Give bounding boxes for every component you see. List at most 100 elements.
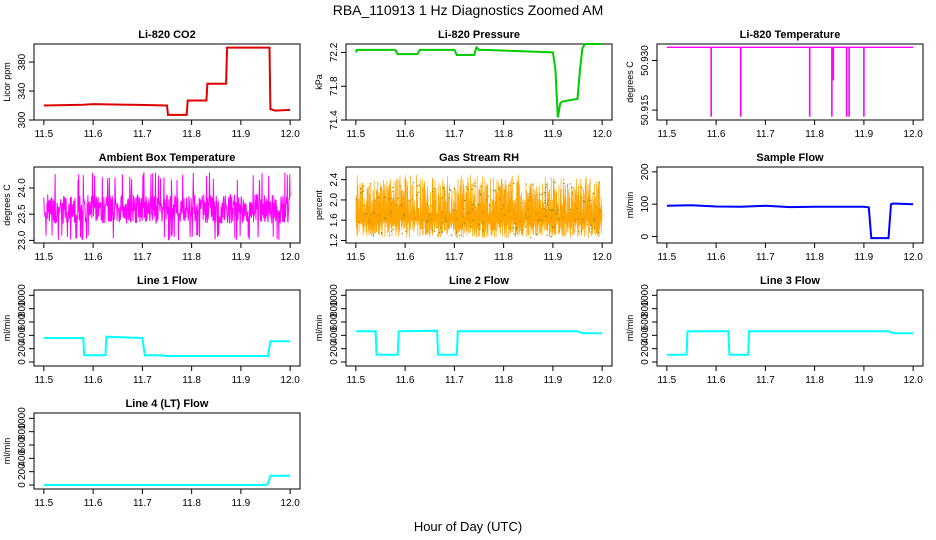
x-tick-label: 11.9 <box>855 375 874 386</box>
x-tick-label: 11.5 <box>34 129 53 140</box>
data-point <box>550 236 553 238</box>
x-tick-label: 12.0 <box>280 129 300 140</box>
data-point <box>498 187 500 189</box>
data-point <box>416 194 418 196</box>
x-tick-label: 11.7 <box>445 129 464 140</box>
x-tick-label: 11.5 <box>34 375 53 386</box>
panel-title: Line 2 Flow <box>449 275 509 287</box>
data-point <box>577 230 579 232</box>
data-point <box>442 187 444 189</box>
data-point <box>392 228 395 230</box>
y-tick-label: 600 <box>17 313 28 330</box>
data-point <box>482 230 484 232</box>
data-point <box>472 219 474 222</box>
x-tick-label: 11.8 <box>805 375 824 386</box>
y-axis-label: Licor ppm <box>2 62 12 102</box>
y-tick-label: 72.2 <box>329 42 340 62</box>
data-point <box>411 198 413 200</box>
x-tick-label: 11.9 <box>544 375 563 386</box>
data-point <box>482 222 484 224</box>
y-tick-label: 1.6 <box>329 213 340 227</box>
data-point <box>381 233 383 235</box>
y-tick-label: 0 <box>17 359 28 365</box>
data-point <box>592 192 595 195</box>
data-point <box>555 210 558 213</box>
plot-frame <box>345 289 613 367</box>
data-point <box>569 183 571 185</box>
y-tick-label: 1000 <box>17 407 28 430</box>
data-point <box>504 214 506 216</box>
data-point <box>532 183 534 185</box>
data-point <box>569 208 572 211</box>
data-point <box>595 205 598 208</box>
data-point <box>362 204 365 207</box>
data-point <box>598 181 600 184</box>
data-point <box>477 203 480 206</box>
x-tick-label: 11.8 <box>494 252 513 263</box>
plot-frame <box>656 289 924 367</box>
data-point <box>545 209 547 211</box>
x-tick-label: 11.8 <box>182 129 201 140</box>
data-point <box>368 219 370 221</box>
x-tick-label: 11.5 <box>346 375 365 386</box>
plot-frame <box>656 43 924 121</box>
data-point <box>378 221 380 223</box>
x-tick-label: 11.6 <box>84 129 103 140</box>
data-point <box>441 210 443 213</box>
data-point <box>543 202 546 204</box>
data-point <box>450 189 452 192</box>
data-point <box>545 183 548 186</box>
data-point <box>455 231 458 233</box>
y-axis-label: ml/min <box>625 315 635 342</box>
x-tick-label: 11.6 <box>84 498 103 509</box>
series-line <box>43 172 291 241</box>
x-tick-label: 11.5 <box>657 252 676 263</box>
x-tick-label: 11.8 <box>805 129 824 140</box>
data-point <box>541 219 543 221</box>
y-axis-label: ml/min <box>2 438 12 465</box>
data-point <box>586 224 588 226</box>
data-point <box>366 213 369 215</box>
data-point <box>392 190 394 193</box>
y-axis-label: kPa <box>314 74 324 90</box>
data-point <box>388 198 390 200</box>
y-tick-label: 400 <box>640 327 651 344</box>
panel-title: Line 4 (LT) Flow <box>126 398 209 410</box>
data-point <box>582 200 584 202</box>
data-point <box>513 233 515 235</box>
x-tick-label: 11.7 <box>756 252 775 263</box>
data-point <box>444 194 446 196</box>
data-point <box>392 186 394 189</box>
data-point <box>417 208 420 210</box>
panel-line4: Line 4 (LT) Flow ml/min 11.5 11.6 11.7 11.8 11… <box>2 398 301 509</box>
y-tick-label: 380 <box>17 53 28 70</box>
y-tick-label: 0 <box>640 359 651 365</box>
x-tick-label: 11.5 <box>346 129 365 140</box>
data-point <box>571 192 573 195</box>
data-point <box>563 182 565 185</box>
plot-frame <box>33 166 301 244</box>
y-axis-label: ml/min <box>314 315 324 342</box>
x-tick-label: 12.0 <box>592 252 612 263</box>
data-point <box>401 232 403 235</box>
data-point <box>486 199 488 201</box>
data-point <box>400 204 403 206</box>
data-point <box>448 226 450 228</box>
series-line <box>666 202 914 240</box>
data-point <box>553 209 555 211</box>
y-tick-label: 1000 <box>329 284 340 307</box>
data-point <box>562 217 565 219</box>
data-point <box>390 202 393 205</box>
data-point <box>471 208 473 210</box>
y-tick-label: 400 <box>329 327 340 344</box>
data-point <box>430 219 433 221</box>
panel-sample_flow: Sample Flow ml/min 11.5 11.6 11.7 11.8 11.9 12.… <box>625 152 924 263</box>
data-point <box>399 185 401 187</box>
data-point <box>552 226 554 228</box>
x-tick-label: 11.5 <box>657 375 676 386</box>
data-point <box>590 224 592 227</box>
data-point <box>362 190 364 192</box>
data-point <box>453 187 456 190</box>
data-point <box>509 227 511 229</box>
x-tick-label: 11.6 <box>707 375 726 386</box>
